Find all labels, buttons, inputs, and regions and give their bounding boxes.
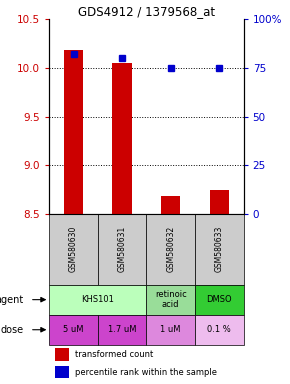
- Text: GSM580630: GSM580630: [69, 226, 78, 272]
- Text: percentile rank within the sample: percentile rank within the sample: [75, 368, 217, 377]
- Bar: [55, 366, 69, 378]
- Bar: [146, 285, 195, 315]
- Bar: [195, 285, 244, 315]
- Bar: [49, 315, 98, 345]
- Bar: [146, 214, 195, 285]
- Text: 1 uM: 1 uM: [160, 325, 181, 334]
- Bar: [210, 190, 229, 214]
- Bar: [49, 214, 98, 285]
- Bar: [49, 285, 146, 315]
- Bar: [55, 348, 69, 361]
- Bar: [64, 50, 83, 214]
- Text: DMSO: DMSO: [206, 295, 232, 304]
- Bar: [113, 63, 132, 214]
- Text: 5 uM: 5 uM: [63, 325, 84, 334]
- Text: 0.1 %: 0.1 %: [207, 325, 231, 334]
- Text: KHS101: KHS101: [81, 295, 114, 304]
- Title: GDS4912 / 1379568_at: GDS4912 / 1379568_at: [78, 5, 215, 18]
- Text: GSM580631: GSM580631: [118, 226, 127, 272]
- Text: GSM580632: GSM580632: [166, 226, 175, 272]
- Bar: [98, 214, 146, 285]
- Bar: [195, 315, 244, 345]
- Bar: [98, 315, 146, 345]
- Text: 1.7 uM: 1.7 uM: [108, 325, 136, 334]
- Bar: [161, 196, 180, 214]
- Bar: [195, 214, 244, 285]
- Text: retinoic
acid: retinoic acid: [155, 290, 186, 310]
- Bar: [146, 315, 195, 345]
- Text: transformed count: transformed count: [75, 350, 153, 359]
- Text: dose: dose: [1, 325, 24, 335]
- Text: GSM580633: GSM580633: [215, 226, 224, 272]
- Text: agent: agent: [0, 295, 24, 305]
